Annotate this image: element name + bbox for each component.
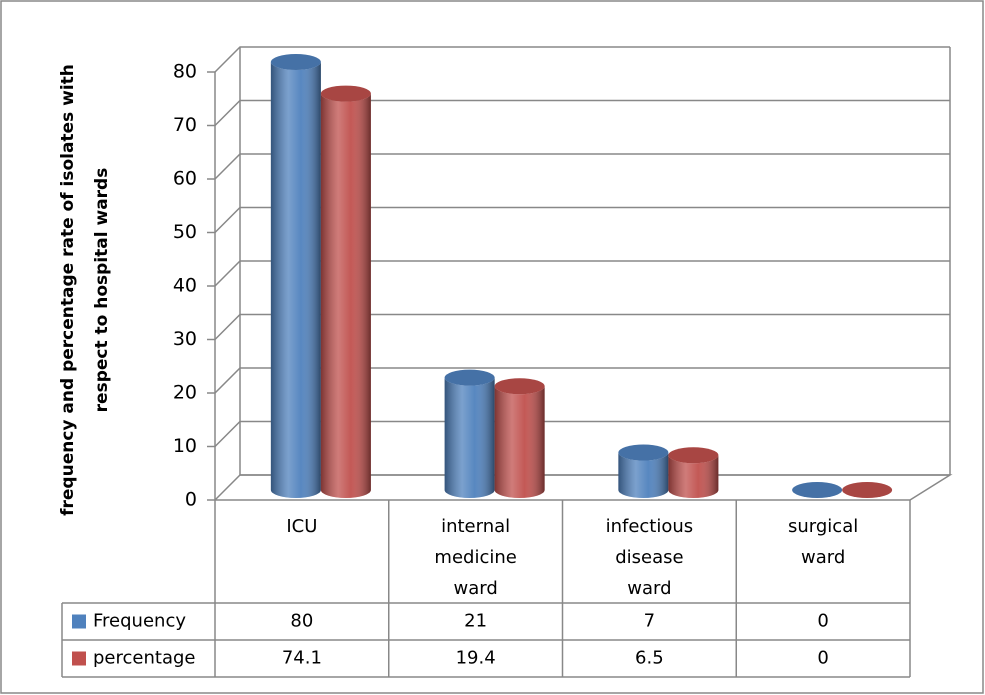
bar-top-shade [792,482,843,498]
legend-label: Frequency [93,611,186,632]
legend-key [72,651,86,666]
legend-label: percentage [93,648,195,669]
bar-top [494,378,545,395]
category-label: ICU [286,516,317,537]
table-value: 19.4 [456,648,496,669]
y-label-line: respect to hospital wards [92,168,112,413]
y-tick-label: 0 [185,489,197,511]
bar-top [792,482,843,498]
bar-shade [668,455,719,498]
bar-top [842,482,893,498]
table-value: 21 [464,611,487,632]
bar-top [618,444,669,461]
bar-top-shade [668,447,719,464]
y-tick-label: 20 [173,382,197,404]
table-value: 0 [817,611,828,632]
bar-top [270,54,321,70]
bar-top-shade [320,85,371,102]
category-label: internal medicine ward [434,516,516,599]
bar-top [668,447,719,464]
bar-top-shade [494,378,545,395]
bar-top [320,85,371,102]
bar-top-shade [444,369,495,386]
y-tick-label: 80 [173,61,197,83]
y-tick-label: 10 [173,435,197,457]
table-value: 6.5 [635,648,664,669]
y-axis-label: frequency and percentage rate of isolate… [58,64,112,516]
y-tick-label: 60 [173,168,197,190]
bar-shade [444,377,495,498]
category-label: surgical ward [788,516,858,568]
bar-shade [320,93,371,498]
table-value: 0 [817,648,828,669]
bar-top [444,369,495,386]
y-tick-label: 70 [173,114,197,136]
bar-top-shade [842,482,893,498]
y-tick-label: 30 [173,328,197,350]
table-value: 7 [644,611,655,632]
bar-top-shade [618,444,669,461]
bar-shade [270,62,321,498]
bar-top-shade [270,54,321,70]
bar-shade [618,452,669,498]
y-tick-label: 40 [173,275,197,297]
legend-key [72,614,86,629]
bar-shade [494,386,545,498]
category-label: infectious disease ward [606,516,694,599]
table-value: 74.1 [282,648,322,669]
y-tick-label: 50 [173,221,197,243]
table-value: 80 [290,611,313,632]
y-label-line: frequency and percentage rate of isolate… [58,64,78,516]
